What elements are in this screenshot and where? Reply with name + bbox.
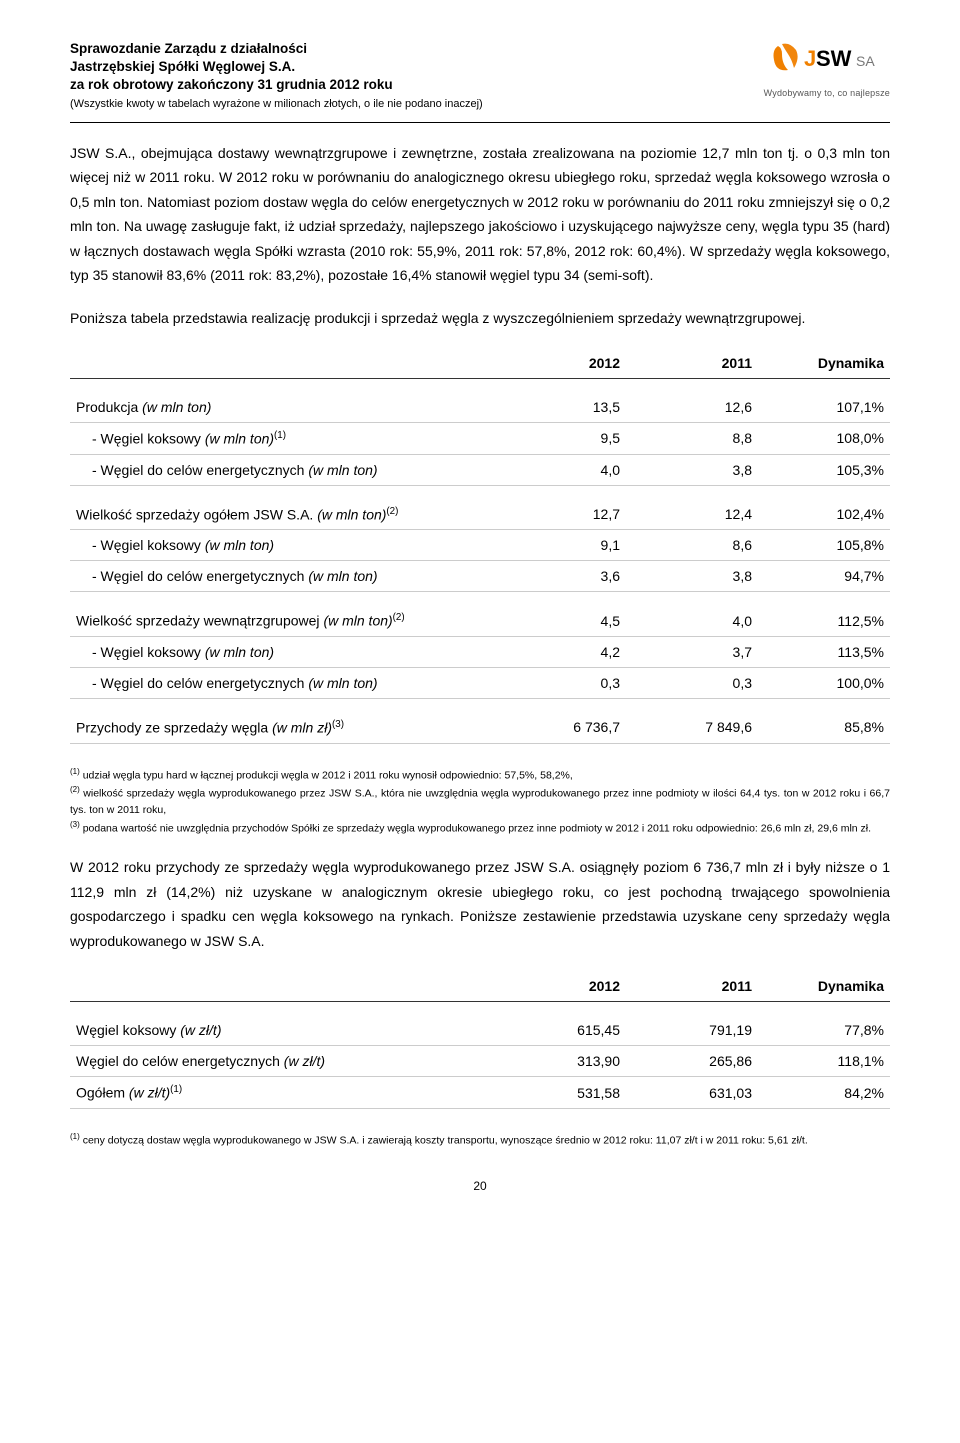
footnote-line: (1) ceny dotyczą dostaw węgla wyprodukow…: [70, 1131, 890, 1149]
table-row: Wielkość sprzedaży wewnątrzgrupowej (w m…: [70, 592, 890, 637]
table-row: - Węgiel koksowy (w mln ton)(1)9,58,8108…: [70, 423, 890, 455]
row-value: 107,1%: [758, 379, 890, 423]
svg-text:J: J: [804, 46, 816, 71]
paragraph-1: JSW S.A., obejmująca dostawy wewnątrzgru…: [70, 141, 890, 288]
row-value: 84,2%: [758, 1077, 890, 1109]
row-value: 3,6: [494, 561, 626, 592]
row-value: 9,5: [494, 423, 626, 455]
row-label: Ogółem (w zł/t)(1): [70, 1077, 494, 1109]
col-header-label: [70, 971, 494, 1002]
row-value: 0,3: [494, 667, 626, 698]
company-logo: J SW SA Wydobywamy to, co najlepsze: [764, 40, 890, 98]
footnote-line: (1) udział węgla typu hard w łącznej pro…: [70, 766, 890, 784]
header-line4: (Wszystkie kwoty w tabelach wyrażone w m…: [70, 97, 483, 112]
row-label: - Węgiel koksowy (w mln ton): [70, 530, 494, 561]
table-row: Produkcja (w mln ton)13,512,6107,1%: [70, 379, 890, 423]
paragraph-3: W 2012 roku przychody ze sprzedaży węgla…: [70, 855, 890, 953]
table-row: Przychody ze sprzedaży węgla (w mln zł)(…: [70, 698, 890, 743]
row-value: 85,8%: [758, 698, 890, 743]
table1-footnotes: (1) udział węgla typu hard w łącznej pro…: [70, 766, 890, 838]
row-value: 9,1: [494, 530, 626, 561]
footnote-line: (2) wielkość sprzedaży węgla wyprodukowa…: [70, 784, 890, 818]
row-value: 531,58: [494, 1077, 626, 1109]
svg-text:SW: SW: [816, 46, 852, 71]
row-value: 102,4%: [758, 485, 890, 530]
table-row: - Węgiel do celów energetycznych (w mln …: [70, 561, 890, 592]
row-label: Wielkość sprzedaży wewnątrzgrupowej (w m…: [70, 592, 494, 637]
footnote-line: (3) podana wartość nie uwzględnia przych…: [70, 819, 890, 837]
page-header: Sprawozdanie Zarządu z działalności Jast…: [70, 40, 890, 123]
row-value: 4,0: [626, 592, 758, 637]
row-value: 6 736,7: [494, 698, 626, 743]
col-header-label: [70, 348, 494, 379]
row-value: 4,2: [494, 636, 626, 667]
row-value: 12,4: [626, 485, 758, 530]
table-row: - Węgiel koksowy (w mln ton)9,18,6105,8%: [70, 530, 890, 561]
row-value: 105,8%: [758, 530, 890, 561]
col-header-2012: 2012: [494, 348, 626, 379]
row-value: 615,45: [494, 1002, 626, 1046]
row-value: 3,8: [626, 454, 758, 485]
row-value: 105,3%: [758, 454, 890, 485]
col-header-dynamika: Dynamika: [758, 348, 890, 379]
row-value: 8,8: [626, 423, 758, 455]
row-value: 77,8%: [758, 1002, 890, 1046]
col-header-2012: 2012: [494, 971, 626, 1002]
header-line3: za rok obrotowy zakończony 31 grudnia 20…: [70, 76, 483, 94]
row-label: - Węgiel do celów energetycznych (w mln …: [70, 454, 494, 485]
row-value: 265,86: [626, 1046, 758, 1077]
row-label: Wielkość sprzedaży ogółem JSW S.A. (w ml…: [70, 485, 494, 530]
table-row: Ogółem (w zł/t)(1)531,58631,0384,2%: [70, 1077, 890, 1109]
page-number: 20: [70, 1179, 890, 1193]
prices-table: 2012 2011 Dynamika Węgiel koksowy (w zł/…: [70, 971, 890, 1109]
col-header-2011: 2011: [626, 971, 758, 1002]
row-label: - Węgiel koksowy (w mln ton)(1): [70, 423, 494, 455]
row-value: 100,0%: [758, 667, 890, 698]
row-value: 4,0: [494, 454, 626, 485]
row-value: 94,7%: [758, 561, 890, 592]
row-label: Węgiel koksowy (w zł/t): [70, 1002, 494, 1046]
table-row: Węgiel do celów energetycznych (w zł/t)3…: [70, 1046, 890, 1077]
table-row: - Węgiel koksowy (w mln ton)4,23,7113,5%: [70, 636, 890, 667]
row-value: 13,5: [494, 379, 626, 423]
row-value: 7 849,6: [626, 698, 758, 743]
row-value: 108,0%: [758, 423, 890, 455]
table2-footnotes: (1) ceny dotyczą dostaw węgla wyprodukow…: [70, 1131, 890, 1149]
row-value: 3,7: [626, 636, 758, 667]
row-value: 112,5%: [758, 592, 890, 637]
table-row: - Węgiel do celów energetycznych (w mln …: [70, 667, 890, 698]
row-value: 8,6: [626, 530, 758, 561]
row-label: Przychody ze sprzedaży węgla (w mln zł)(…: [70, 698, 494, 743]
row-value: 631,03: [626, 1077, 758, 1109]
row-value: 118,1%: [758, 1046, 890, 1077]
row-label: - Węgiel koksowy (w mln ton): [70, 636, 494, 667]
row-value: 113,5%: [758, 636, 890, 667]
col-header-2011: 2011: [626, 348, 758, 379]
header-line1: Sprawozdanie Zarządu z działalności: [70, 40, 483, 58]
logo-tagline: Wydobywamy to, co najlepsze: [764, 88, 890, 98]
row-value: 313,90: [494, 1046, 626, 1077]
row-value: 3,8: [626, 561, 758, 592]
production-sales-table: 2012 2011 Dynamika Produkcja (w mln ton)…: [70, 348, 890, 744]
row-value: 4,5: [494, 592, 626, 637]
row-value: 791,19: [626, 1002, 758, 1046]
table-row: Węgiel koksowy (w zł/t)615,45791,1977,8%: [70, 1002, 890, 1046]
col-header-dynamika: Dynamika: [758, 971, 890, 1002]
row-label: Produkcja (w mln ton): [70, 379, 494, 423]
svg-text:SA: SA: [856, 53, 875, 69]
table-row: Wielkość sprzedaży ogółem JSW S.A. (w ml…: [70, 485, 890, 530]
header-line2: Jastrzębskiej Spółki Węglowej S.A.: [70, 58, 483, 76]
row-label: - Węgiel do celów energetycznych (w mln …: [70, 667, 494, 698]
row-label: - Węgiel do celów energetycznych (w mln …: [70, 561, 494, 592]
row-value: 12,7: [494, 485, 626, 530]
row-label: Węgiel do celów energetycznych (w zł/t): [70, 1046, 494, 1077]
row-value: 12,6: [626, 379, 758, 423]
header-text: Sprawozdanie Zarządu z działalności Jast…: [70, 40, 483, 112]
table-row: - Węgiel do celów energetycznych (w mln …: [70, 454, 890, 485]
paragraph-2: Poniższa tabela przedstawia realizację p…: [70, 306, 890, 331]
jsw-logo-icon: J SW SA: [770, 40, 890, 80]
row-value: 0,3: [626, 667, 758, 698]
